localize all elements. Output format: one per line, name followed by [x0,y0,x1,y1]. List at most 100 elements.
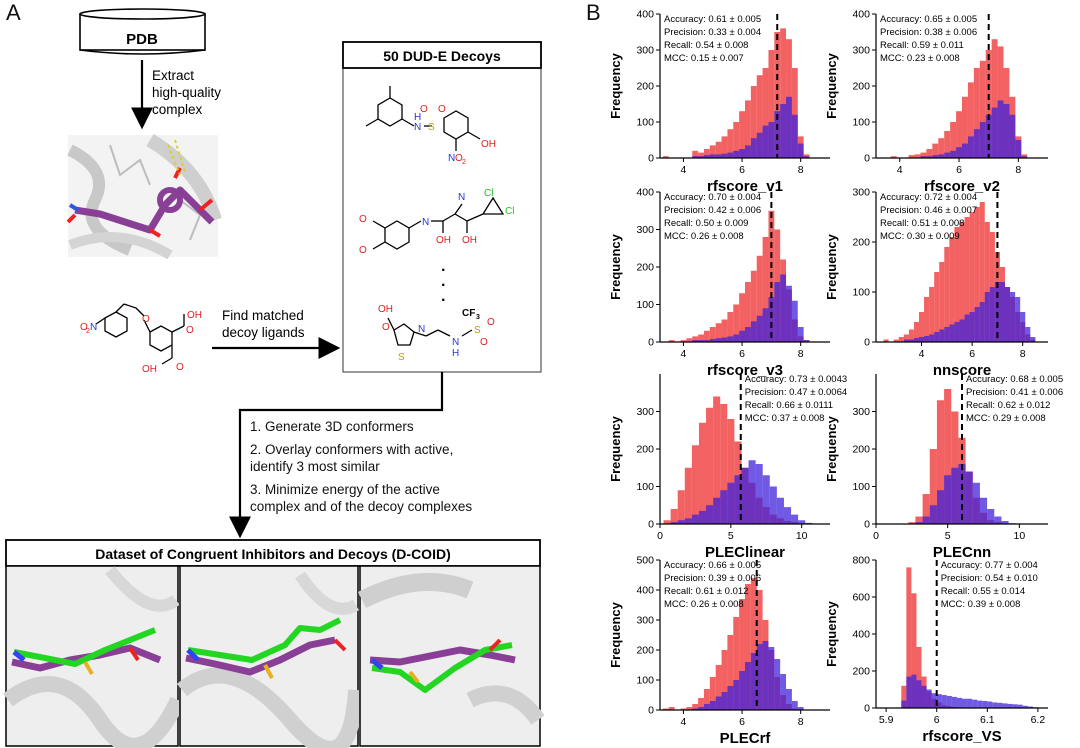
bar-red [949,237,955,342]
x-axis-label: PLECrf [720,730,772,747]
bar-blue [967,698,973,708]
bar-red [768,50,775,158]
bar-blue [762,641,769,710]
bar-blue [926,156,933,158]
bar-blue [692,156,699,158]
pdb-database-icon [79,8,206,55]
bar-blue [803,340,810,342]
bar-blue [733,680,740,710]
chart-5: 0 100 200 300 0 5 10 PLEClinear Frequency Accurac… [608,374,847,561]
x-tick-label: 4 [919,348,925,360]
bar-red [692,336,699,342]
bar-red [733,122,740,158]
bar-blue [1005,287,1011,342]
bar-red [890,156,897,158]
stats-line: Accuracy: 0.66 ± 0.005 [664,560,761,571]
bar-blue [1020,312,1026,342]
bar-blue [924,336,930,342]
y-tick-label: 200 [636,645,654,657]
decoy2-o-a: O [359,214,367,225]
bar-blue [756,644,763,710]
bar-red [780,28,787,159]
bar-red [691,445,699,524]
y-axis-label: Frequency [824,52,839,119]
bar-blue [936,490,945,524]
bar-blue [715,696,722,710]
bar-blue [783,507,792,524]
x-tick-label: 6 [956,164,962,176]
bar-blue [956,147,962,158]
stats-line: MCC: 0.37 ± 0.008 [745,413,825,424]
stats-line: Precision: 0.54 ± 0.010 [941,573,1038,584]
dataset-title: Dataset of Congruent Inhibitors and Deco… [95,546,450,562]
decoys-box [342,41,542,373]
bar-blue [1017,704,1023,708]
bar-red [745,282,751,342]
y-tick-label: 200 [636,444,654,456]
bar-blue [797,707,804,710]
bar-red [715,323,722,342]
bar-blue [974,307,980,342]
bar-red [703,149,710,158]
y-tick-label: 200 [852,237,870,249]
bar-blue [739,149,745,158]
bar-blue [911,674,917,708]
decoy3-oh: OH [378,304,393,315]
y-tick-label: 200 [852,81,870,93]
bar-red [745,584,751,710]
bar-blue [727,686,734,710]
bar-blue [698,156,704,158]
bar-blue [786,689,792,710]
bar-blue [774,282,781,342]
stats-line: Recall: 0.55 ± 0.014 [941,586,1025,597]
x-tick-label: 4 [681,164,687,176]
bar-blue [769,486,777,524]
stats-line: Accuracy: 0.73 ± 0.0043 [745,374,847,385]
stats-line: Accuracy: 0.61 ± 0.005 [664,14,761,25]
bar-red [901,685,907,708]
x-tick-label: 10 [1013,530,1025,542]
bar-red [920,152,927,158]
bar-red [979,60,986,158]
bar-blue [780,274,787,342]
bar-red [991,39,998,159]
y-tick-label: 300 [636,224,654,236]
bar-blue [713,497,721,524]
more-decoys-dot-2: · [441,277,446,294]
stats-line: Precision: 0.46 ± 0.007 [880,205,977,216]
y-tick-label: 0 [864,519,870,531]
y-axis-label: Frequency [608,601,623,668]
bar-red [713,396,721,524]
bar-blue [987,701,993,708]
bar-blue [727,152,734,158]
y-tick-label: 500 [636,555,654,567]
bar-blue [797,327,804,342]
bar-red [883,339,889,342]
x-tick-label: 10 [796,530,808,542]
decoy-1-structure [365,86,481,151]
y-tick-label: 800 [852,555,870,567]
y-tick-label: 300 [636,615,654,627]
stats-line: MCC: 0.23 ± 0.008 [880,53,960,64]
bar-blue [965,471,973,524]
bar-blue [950,150,957,158]
bar-blue [677,520,685,524]
bar-blue [1025,327,1031,342]
decoy3-n: N [418,324,425,335]
bar-red [715,141,722,158]
bar-red [692,150,699,158]
x-axis-label: rfscore_v3 [707,362,783,379]
atom-ether-o: O [142,314,150,325]
pipeline-steps: 1. Generate 3D conformers 2. Overlay con… [250,418,540,515]
bar-blue [745,662,751,710]
bar-blue [956,697,962,708]
bar-red [906,567,912,708]
bar-red [750,86,757,158]
stats-line: MCC: 0.26 ± 0.008 [664,231,744,242]
stats-line: Recall: 0.50 ± 0.009 [664,218,748,229]
y-tick-label: 300 [852,187,870,199]
bar-blue [739,671,745,710]
bar-red [698,152,704,158]
bar-blue [919,337,925,342]
decoy-3-structure [387,317,473,346]
